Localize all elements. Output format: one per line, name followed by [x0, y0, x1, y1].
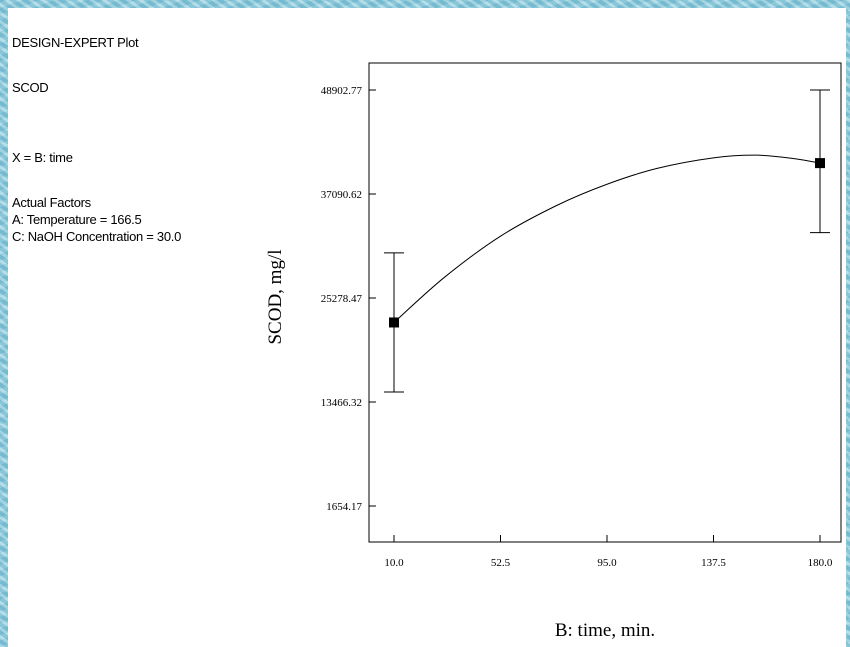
y-axis: 1654.17 13466.32 25278.47 37090.62 48902.77 — [321, 85, 376, 513]
response-label: SCOD — [12, 80, 49, 95]
software-label: DESIGN-EXPERT Plot — [12, 35, 139, 50]
y-tick-label: 13466.32 — [321, 397, 362, 409]
factor-c-label: C: NaOH Concentration = 30.0 — [12, 229, 181, 244]
factor-a-label: A: Temperature = 166.5 — [12, 212, 142, 227]
data-point-marker — [389, 317, 399, 328]
x-tick-label: 52.5 — [491, 557, 511, 569]
x-tick-label: 180.0 — [808, 557, 833, 569]
response-curve — [393, 154, 821, 323]
data-point-marker — [815, 158, 825, 169]
x-tick-label: 95.0 — [597, 557, 617, 569]
y-tick-label: 1654.17 — [326, 501, 362, 513]
plot-area-frame — [368, 62, 842, 543]
x-axis-title: B: time, min. — [555, 620, 655, 641]
x-tick-label: 137.5 — [701, 557, 726, 569]
plot-info: DESIGN-EXPERT Plot — [12, 34, 139, 51]
x-tick-label: 10.0 — [384, 557, 404, 569]
x-factor-info: X = B: time — [12, 149, 73, 166]
y-tick-label: 37090.62 — [321, 189, 362, 201]
y-tick-label: 48902.77 — [321, 85, 363, 97]
actual-factors-info: Actual Factors A: Temperature = 166.5 C:… — [12, 194, 181, 245]
plot-panel — [8, 8, 846, 647]
y-tick-label: 25278.47 — [321, 293, 363, 305]
x-factor-label: X = B: time — [12, 150, 73, 165]
actual-factors-heading: Actual Factors — [12, 195, 91, 210]
x-axis: 10.0 52.5 95.0 137.5 180.0 — [384, 535, 833, 569]
response-info: SCOD — [12, 79, 49, 96]
y-axis-title: SCOD, mg/l — [265, 249, 286, 344]
design-points — [384, 89, 830, 393]
